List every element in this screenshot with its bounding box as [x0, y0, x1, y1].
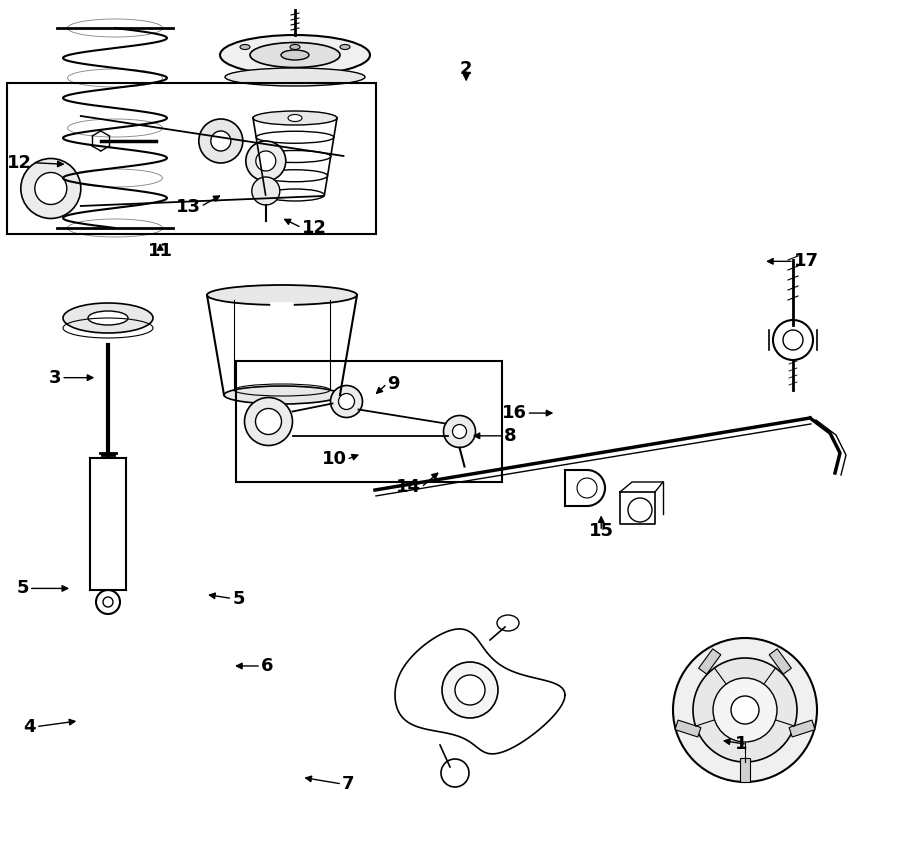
Ellipse shape — [220, 35, 370, 75]
Circle shape — [693, 658, 797, 762]
Bar — [7, 83, 376, 234]
Bar — [236, 361, 502, 482]
Ellipse shape — [340, 45, 350, 50]
Circle shape — [330, 385, 363, 417]
Text: 7: 7 — [342, 775, 355, 793]
Circle shape — [731, 696, 759, 724]
Circle shape — [245, 398, 292, 445]
Text: 3: 3 — [49, 368, 61, 387]
Ellipse shape — [250, 42, 340, 67]
Ellipse shape — [281, 50, 309, 60]
Text: 8: 8 — [504, 427, 517, 445]
Text: 9: 9 — [387, 374, 400, 393]
Circle shape — [256, 409, 282, 434]
Circle shape — [444, 416, 475, 448]
Circle shape — [246, 141, 286, 181]
Text: 17: 17 — [794, 252, 819, 271]
Ellipse shape — [290, 45, 300, 50]
Circle shape — [338, 394, 355, 410]
Ellipse shape — [253, 111, 337, 125]
Circle shape — [199, 119, 243, 163]
Text: 13: 13 — [176, 197, 201, 216]
Circle shape — [673, 638, 817, 782]
Bar — [698, 649, 721, 674]
Bar — [770, 649, 791, 674]
Ellipse shape — [240, 45, 250, 50]
Text: 5: 5 — [16, 579, 29, 598]
Circle shape — [256, 151, 275, 171]
Ellipse shape — [225, 68, 365, 86]
Text: 16: 16 — [501, 404, 526, 422]
Ellipse shape — [288, 115, 302, 121]
Circle shape — [211, 131, 230, 151]
Text: 15: 15 — [589, 522, 614, 540]
Circle shape — [35, 173, 67, 205]
Text: 10: 10 — [321, 450, 347, 469]
Bar — [789, 720, 815, 737]
Circle shape — [442, 662, 498, 718]
Text: 12: 12 — [7, 153, 32, 172]
Circle shape — [21, 158, 81, 218]
Ellipse shape — [224, 386, 340, 404]
Text: 4: 4 — [23, 717, 36, 736]
Bar — [740, 758, 750, 782]
Circle shape — [713, 678, 777, 742]
Text: 5: 5 — [232, 589, 245, 608]
Bar — [675, 720, 701, 737]
Text: 12: 12 — [302, 218, 327, 237]
Text: 6: 6 — [261, 657, 274, 675]
Ellipse shape — [207, 285, 357, 305]
Text: 14: 14 — [396, 478, 421, 497]
Ellipse shape — [63, 303, 153, 333]
Text: 11: 11 — [148, 242, 173, 260]
Ellipse shape — [88, 311, 128, 325]
Text: 2: 2 — [460, 60, 473, 78]
Circle shape — [252, 177, 280, 205]
Text: 1: 1 — [734, 735, 747, 754]
Circle shape — [455, 675, 485, 705]
Circle shape — [453, 425, 466, 438]
